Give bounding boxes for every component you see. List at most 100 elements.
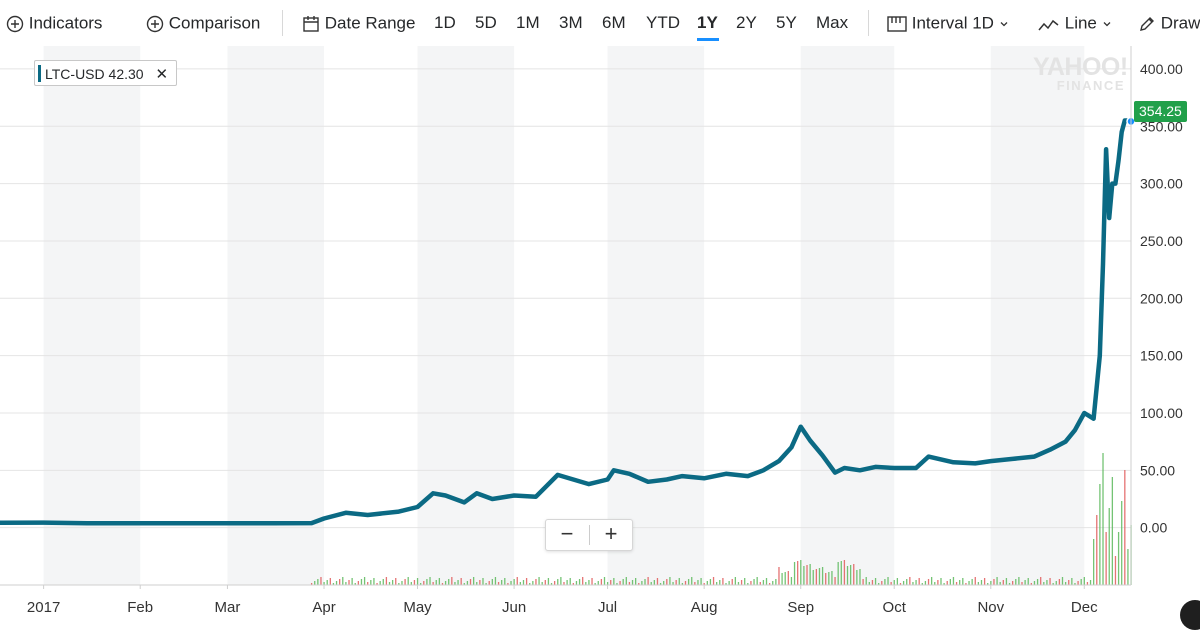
volume-bar (840, 561, 842, 585)
volume-bar (716, 582, 718, 585)
month-band (607, 46, 705, 585)
volume-bar (868, 582, 870, 585)
volume-bar (426, 579, 428, 585)
range-2y[interactable]: 2Y (736, 13, 757, 32)
volume-bar (553, 581, 556, 585)
comparison-button[interactable]: Comparison (146, 11, 260, 36)
volume-bar (326, 580, 328, 585)
volume-bar (479, 580, 481, 585)
series-line-ltc-usd (0, 118, 1134, 526)
indicators-button[interactable]: Indicators (6, 11, 102, 36)
volume-bar (843, 560, 846, 585)
volume-bar (737, 582, 740, 585)
range-5y[interactable]: 5Y (776, 13, 797, 32)
volume-bar (388, 582, 391, 585)
x-tick-label: Jun (502, 599, 526, 616)
volume-bar (899, 583, 902, 585)
range-ytd[interactable]: YTD (646, 13, 680, 32)
volume-bar (1040, 577, 1042, 585)
range-1y[interactable]: 1Y (697, 13, 718, 32)
volume-bar (441, 583, 444, 585)
volume-bar (463, 583, 465, 585)
volume-bar (1018, 577, 1020, 585)
volume-bar (806, 565, 808, 585)
interval-button[interactable]: Interval 1D (887, 11, 1009, 36)
volume-bar (535, 579, 537, 585)
draw-button[interactable]: Draw (1138, 11, 1200, 36)
volume-bar (1089, 580, 1092, 585)
legend-color-bar (38, 65, 41, 82)
volume-bar (987, 583, 989, 585)
volume-bar (476, 582, 478, 585)
volume-bar (513, 579, 515, 585)
volume-bar (466, 581, 469, 585)
volume-bar (653, 580, 655, 585)
chevron-down-icon (1000, 21, 1008, 26)
volume-bar (314, 581, 316, 585)
chevron-down-icon (1103, 21, 1111, 26)
chart-type-button[interactable]: Line (1038, 11, 1112, 36)
toolbar-divider (282, 10, 283, 36)
volume-bar (510, 581, 512, 585)
watermark-line2: FINANCE (1056, 78, 1125, 93)
x-tick-label: May (403, 599, 432, 616)
volume-bar (616, 583, 618, 585)
volume-bar (541, 582, 543, 585)
range-3m[interactable]: 3M (559, 13, 583, 32)
volume-bar (594, 583, 596, 585)
volume-bar (1058, 579, 1061, 585)
volume-bar (990, 581, 992, 585)
volume-bar (731, 579, 733, 585)
draw-label: Draw (1160, 13, 1200, 33)
volume-bar (849, 565, 852, 585)
zoom-out-button[interactable]: − (560, 521, 574, 546)
volume-bar (544, 580, 546, 585)
volume-bar (965, 583, 967, 585)
volume-bar (1024, 580, 1026, 585)
volume-bar (831, 571, 833, 585)
volume-bar (881, 581, 883, 585)
volume-bar (597, 581, 599, 585)
volume-bar (457, 580, 459, 585)
volume-bar (1046, 580, 1048, 585)
volume-bar (1077, 581, 1079, 585)
series-legend: LTC-USD 42.30 ✕ (34, 60, 178, 86)
volume-bar (416, 578, 419, 585)
range-1m[interactable]: 1M (516, 13, 540, 32)
range-6m[interactable]: 6M (602, 13, 626, 32)
volume-bar (451, 577, 453, 585)
zoom-in-button[interactable]: + (604, 521, 618, 546)
volume-bar (391, 580, 394, 585)
volume-bar (930, 577, 933, 585)
range-5d[interactable]: 5D (475, 13, 497, 32)
volume-bar (628, 582, 631, 585)
volume-bar (765, 578, 768, 585)
date-range-button[interactable]: Date Range (302, 11, 415, 36)
volume-bar (1021, 582, 1023, 585)
volume-bar (846, 566, 849, 585)
volume-bar (1102, 453, 1104, 585)
interval-icon (887, 15, 907, 32)
volume-bar (781, 573, 783, 585)
volume-bar (354, 583, 356, 585)
volume-bar (497, 582, 500, 585)
range-1d[interactable]: 1D (434, 13, 456, 32)
volume-bar (566, 580, 568, 585)
volume-bar (684, 581, 687, 585)
range-max[interactable]: Max (816, 13, 849, 32)
volume-bar (837, 562, 839, 585)
volume-bar (385, 577, 388, 585)
corner-button[interactable] (1180, 600, 1200, 630)
volume-bar (635, 578, 637, 585)
volume-bar (853, 564, 855, 585)
volume-bar (454, 582, 456, 585)
volume-bar (588, 580, 590, 585)
volume-bar (797, 561, 799, 585)
volume-bar (952, 577, 955, 585)
volume-bar (420, 583, 422, 585)
volume-bar (977, 582, 980, 585)
volume-bar (1068, 580, 1070, 585)
close-icon[interactable]: ✕ (155, 66, 169, 83)
volume-bar (398, 583, 400, 585)
